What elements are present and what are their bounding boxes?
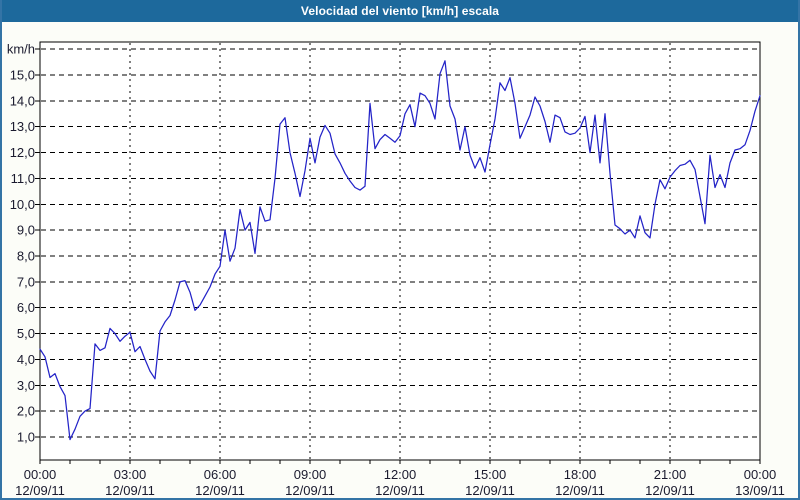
y-tick-label: 3,0 <box>17 378 35 393</box>
plot-area <box>39 41 761 461</box>
x-tick-time-label: 09:00 <box>294 467 327 482</box>
y-tick-label: 14,0 <box>10 93 35 108</box>
x-tick-time-label: 15:00 <box>474 467 507 482</box>
x-tick-time-label: 00:00 <box>24 467 57 482</box>
wind-speed-chart: 1,0 2,0 3,0 4,0 5,0 6,0 7,0 8,0 9,0 10,0 11,0 12,0 1… <box>7 41 785 498</box>
title-bar: Velocidad del viento [km/h] escala <box>2 0 798 22</box>
y-tick-label: 8,0 <box>17 249 35 264</box>
x-tick-time-label: 18:00 <box>564 467 597 482</box>
y-tick-label: 12,0 <box>10 145 35 160</box>
y-tick-label: 1,0 <box>17 430 35 445</box>
x-tick-date-label: 12/09/11 <box>375 483 425 498</box>
y-tick-label: 7,0 <box>17 274 35 289</box>
wind-speed-line <box>39 60 761 441</box>
y-tick-label: 5,0 <box>17 326 35 341</box>
y-tick-label: 9,0 <box>17 223 35 238</box>
x-tick-date-label: 12/09/11 <box>465 483 515 498</box>
x-tick-date-label: 12/09/11 <box>285 483 335 498</box>
y-tick-label: 13,0 <box>10 119 35 134</box>
y-axis-unit-label: km/h <box>7 42 35 57</box>
x-tick-date-label: 12/09/11 <box>15 483 65 498</box>
x-tick-time-label: 21:00 <box>654 467 687 482</box>
x-tick-time-label: 12:00 <box>384 467 417 482</box>
x-tick-date-label: 13/09/11 <box>735 483 785 498</box>
window-title: Velocidad del viento [km/h] escala <box>300 4 500 18</box>
x-tick-time-label: 06:00 <box>204 467 237 482</box>
x-tick-date-label: 12/09/11 <box>105 483 155 498</box>
x-tick-time-label: 03:00 <box>114 467 147 482</box>
y-tick-label: 11,0 <box>11 171 35 186</box>
y-tick-label: 15,0 <box>10 68 35 83</box>
x-tick-date-label: 12/09/11 <box>555 483 605 498</box>
y-tick-label: 4,0 <box>17 352 35 367</box>
y-tick-label: 10,0 <box>10 197 35 212</box>
y-tick-label: 2,0 <box>17 404 35 419</box>
x-tick-date-label: 12/09/11 <box>645 483 695 498</box>
x-tick-time-label: 00:00 <box>744 467 777 482</box>
y-tick-label: 6,0 <box>17 300 35 315</box>
x-tick-date-label: 12/09/11 <box>195 483 245 498</box>
